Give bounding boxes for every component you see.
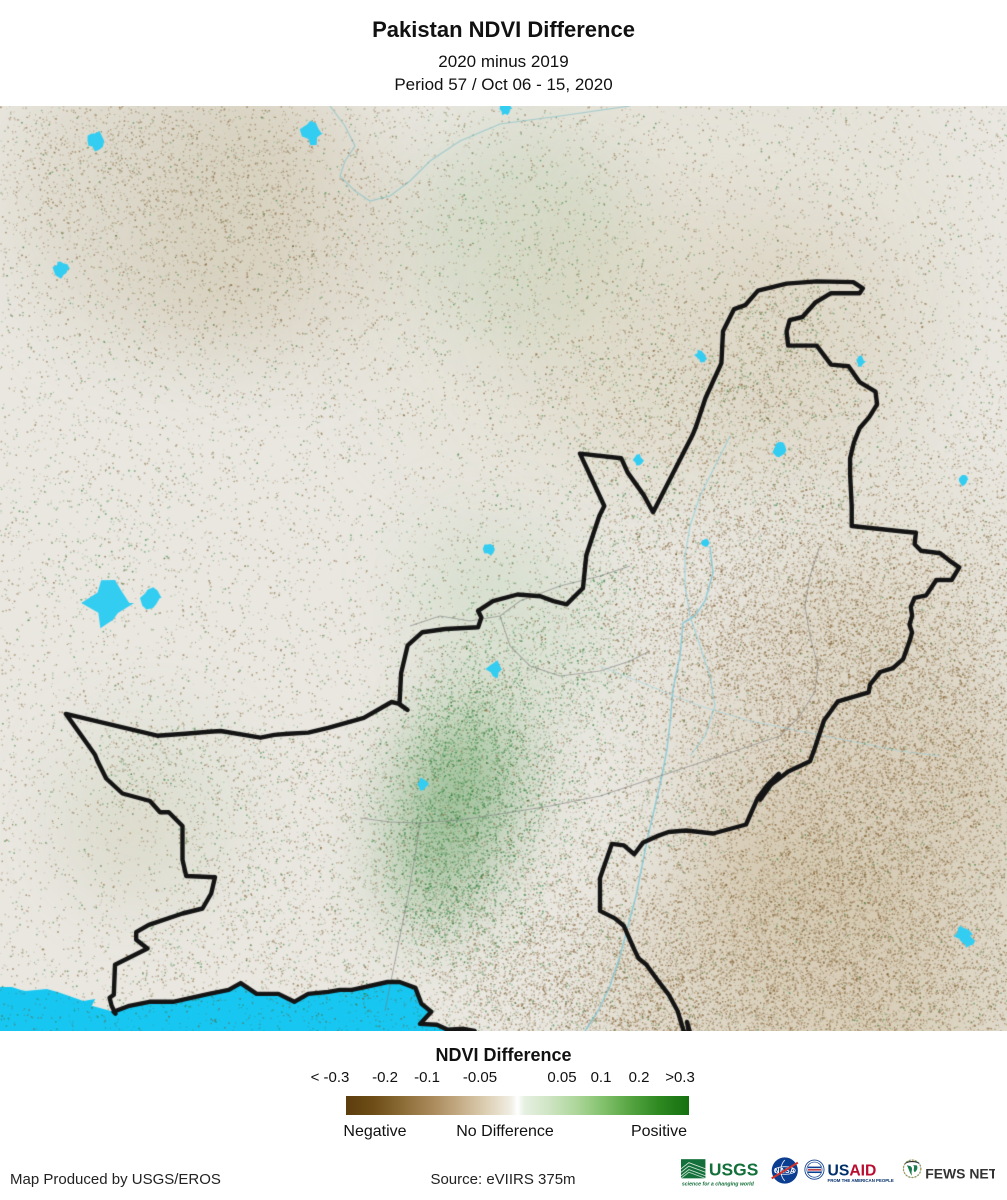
- svg-text:USGS: USGS: [709, 1160, 758, 1180]
- svg-text:science for a changing world: science for a changing world: [682, 1181, 755, 1187]
- svg-text:FROM THE AMERICAN PEOPLE: FROM THE AMERICAN PEOPLE: [828, 1178, 894, 1183]
- svg-text:FEWS NET: FEWS NET: [925, 1165, 995, 1181]
